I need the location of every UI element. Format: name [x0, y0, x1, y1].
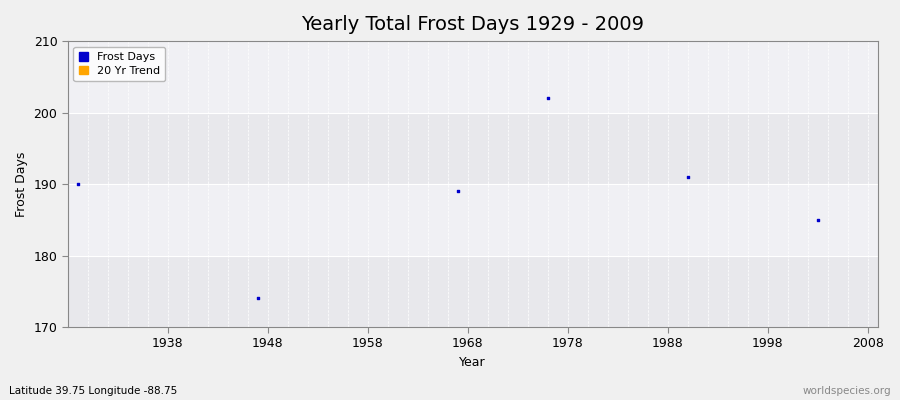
Point: [680, 174, 695, 180]
Y-axis label: Frost Days: Frost Days: [15, 151, 28, 217]
Point: [451, 188, 465, 194]
Text: Latitude 39.75 Longitude -88.75: Latitude 39.75 Longitude -88.75: [9, 386, 177, 396]
Point: [811, 217, 825, 223]
Point: [250, 295, 265, 302]
Bar: [68, 41, 878, 112]
Text: worldspecies.org: worldspecies.org: [803, 386, 891, 396]
Legend: Frost Days, 20 Yr Trend: Frost Days, 20 Yr Trend: [74, 47, 166, 81]
X-axis label: Year: Year: [459, 356, 486, 369]
Point: [70, 181, 85, 187]
Title: Yearly Total Frost Days 1929 - 2009: Yearly Total Frost Days 1929 - 2009: [302, 15, 644, 34]
Bar: [68, 184, 878, 256]
Point: [541, 95, 555, 102]
